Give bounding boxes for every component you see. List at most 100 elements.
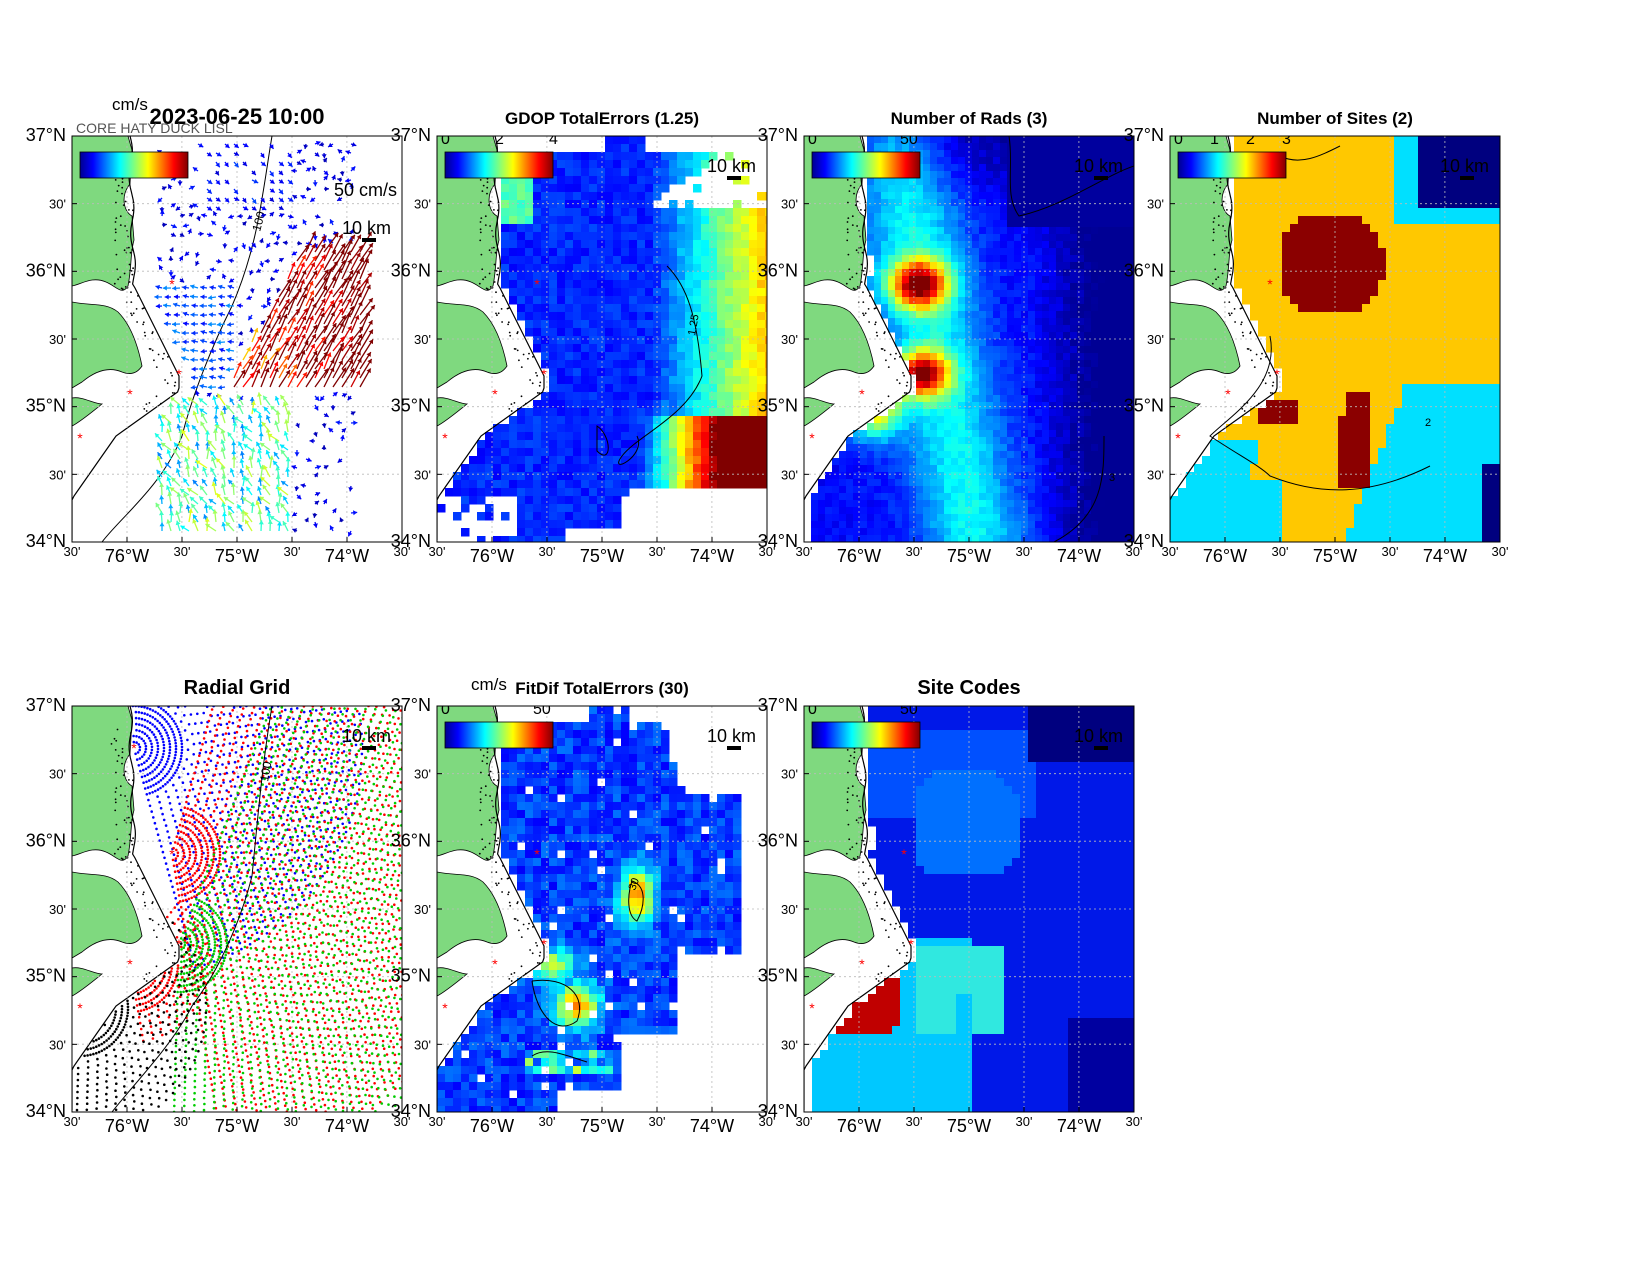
lon-tick-label: 30' [429,544,446,559]
data-cell [629,336,638,345]
data-cell [1035,451,1043,459]
data-cell [613,216,622,225]
data-cell [741,368,750,377]
data-cell [573,256,582,265]
data-cell [557,488,566,497]
reference-vector-label: 50 cm/s [334,180,397,200]
island-dot [502,295,504,297]
data-cell [979,423,987,431]
data-cell [937,290,945,298]
data-cell [1035,199,1043,207]
data-cell [589,288,598,297]
data-cell [525,432,534,441]
data-cell [613,144,622,153]
data-cell [1035,304,1043,312]
data-cell [493,464,502,473]
data-cell [986,136,994,144]
data-cell [951,402,959,410]
data-cell [749,480,758,489]
data-cell [930,360,938,368]
island-dot [485,215,487,217]
data-cell [993,185,1001,193]
data-cell [693,480,702,489]
data-cell [1063,444,1071,452]
data-cell [909,346,917,354]
data-cell [581,376,590,385]
data-cell [717,224,726,233]
data-cell [895,185,903,193]
data-cell [581,416,590,425]
data-cell [461,496,470,505]
island-dot [481,254,483,256]
data-cell [1091,227,1099,235]
data-cell [923,304,931,312]
data-cell [930,353,938,361]
data-cell [1084,304,1092,312]
data-cell [1063,220,1071,228]
data-cell [581,304,590,313]
data-cell [937,360,945,368]
data-cell [557,344,566,353]
island-dot [144,332,146,334]
data-cell [993,283,1001,291]
data-cell [1112,325,1120,333]
data-cell [902,304,910,312]
data-cell [1000,171,1008,179]
data-cell [669,208,678,217]
data-cell [923,318,931,326]
data-cell [461,480,470,489]
data-cell [923,262,931,270]
data-cell [1035,409,1043,417]
data-cell [717,320,726,329]
data-cell [958,381,966,389]
data-cell [621,232,630,241]
island-dot [133,312,135,314]
data-cell [725,296,734,305]
data-cell [1056,360,1064,368]
data-cell [902,465,910,473]
data-cell [1105,199,1113,207]
data-cell [1112,444,1120,452]
data-cell [725,336,734,345]
data-cell [541,512,550,521]
data-cell [888,178,896,186]
data-cell [951,395,959,403]
island-dot [129,264,131,266]
data-cell [1028,430,1036,438]
site-marker: * [534,276,540,292]
data-cell [517,472,526,481]
island-dot [486,187,488,189]
data-cell [725,480,734,489]
data-cell [613,160,622,169]
data-cell [661,408,670,417]
data-cell [549,328,558,337]
data-cell [951,458,959,466]
data-cell [916,430,924,438]
data-cell [993,437,1001,445]
data-cell [1014,339,1022,347]
data-cell [629,328,638,337]
data-cell [573,496,582,505]
island-dot [131,314,133,316]
data-cell [621,248,630,257]
data-cell [1063,395,1071,403]
data-cell [517,424,526,433]
data-cell [525,240,534,249]
data-cell [765,344,774,353]
data-cell [661,376,670,385]
data-cell [1056,430,1064,438]
data-cell [525,472,534,481]
data-cell [860,430,868,438]
data-cell [1000,423,1008,431]
data-cell [993,143,1001,151]
data-cell [541,464,550,473]
data-cell [589,384,598,393]
data-cell [888,185,896,193]
data-cell [1105,255,1113,263]
data-cell [741,176,750,185]
data-cell [1014,248,1022,256]
data-cell [1091,283,1099,291]
data-cell [1021,255,1029,263]
data-cell [867,248,875,256]
data-cell [589,280,598,289]
